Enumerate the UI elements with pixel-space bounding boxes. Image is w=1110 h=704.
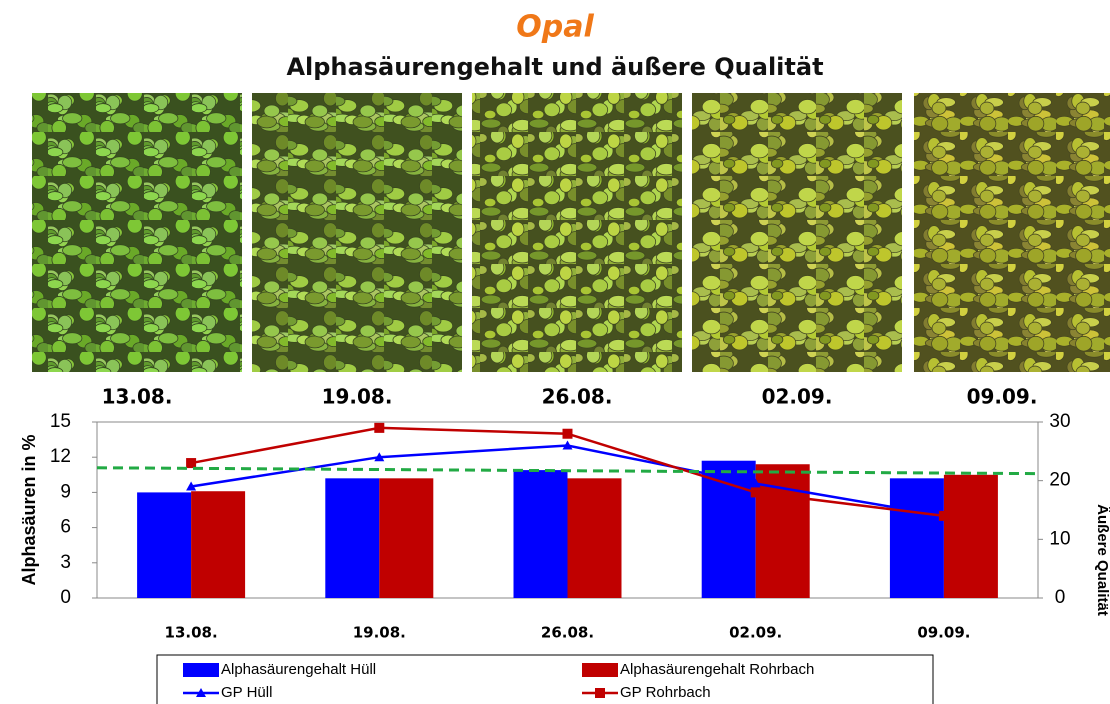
y-tick-label: 6 [60, 517, 71, 538]
hop-photo [252, 93, 462, 372]
y-tick-label: 0 [60, 587, 71, 608]
y2-axis-title: Äußere Qualität [1094, 504, 1110, 616]
photo-label: 13.08. [102, 385, 173, 409]
bar [325, 478, 380, 598]
y-tick-label: 3 [60, 552, 71, 573]
bar [889, 478, 944, 598]
marker [186, 458, 197, 469]
photo-label: 02.09. [762, 385, 833, 409]
bar [755, 464, 810, 598]
marker [374, 452, 385, 462]
x-tick-label: 02.09. [729, 624, 782, 642]
photo-label: 19.08. [322, 385, 393, 409]
marker [595, 688, 605, 698]
chart-title: Opal [516, 10, 594, 45]
chart-subtitle: Alphasäurengehalt und äußere Qualität [286, 53, 823, 81]
y2-tick-label: 30 [1049, 411, 1070, 432]
y-tick-label: 15 [50, 411, 71, 432]
x-tick-label: 09.09. [917, 624, 970, 642]
photo-label: 09.09. [967, 385, 1038, 409]
y2-tick-label: 0 [1055, 587, 1066, 608]
marker [938, 510, 949, 521]
y2-tick-label: 10 [1049, 528, 1070, 549]
y2-tick-label: 20 [1049, 470, 1070, 491]
x-tick-label: 13.08. [165, 624, 218, 642]
marker [196, 688, 206, 697]
threshold-line [96, 466, 1039, 476]
marker [750, 478, 761, 488]
bar [379, 478, 434, 598]
marker [374, 422, 385, 433]
bar [943, 474, 998, 598]
marker [186, 481, 197, 491]
legend-label: GP Hüll [221, 684, 272, 701]
y-axis-title: Alphasäuren in % [19, 434, 39, 585]
legend-box [156, 654, 934, 704]
bar [513, 470, 568, 598]
hop-photo [914, 93, 1110, 372]
hop-photo [692, 93, 902, 372]
bar [191, 491, 246, 598]
legend-label: Alphasäurengehalt Hüll [221, 661, 376, 678]
marker [750, 487, 761, 498]
hop-photo [32, 93, 242, 372]
legend-label: GP Rohrbach [620, 684, 711, 701]
y-tick-label: 12 [50, 446, 71, 467]
legend-swatch [582, 663, 618, 677]
photo-label: 26.08. [542, 385, 613, 409]
bar [567, 478, 622, 598]
x-tick-label: 26.08. [541, 624, 594, 642]
hop-photo [472, 93, 682, 372]
x-tick-label: 19.08. [353, 624, 406, 642]
legend-swatch [183, 663, 219, 677]
marker [562, 440, 573, 450]
marker [562, 428, 573, 439]
bar [137, 492, 192, 598]
legend-label: Alphasäurengehalt Rohrbach [620, 661, 814, 678]
y-tick-label: 9 [60, 481, 71, 502]
